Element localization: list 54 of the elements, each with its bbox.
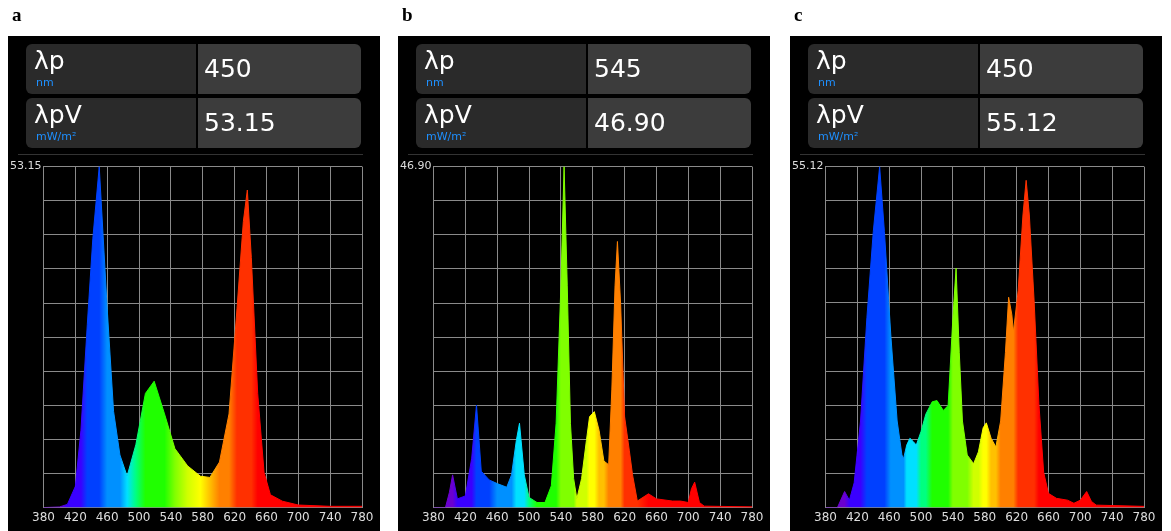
x-tick-label: 740 [318,509,342,524]
text: mW/m² [426,130,467,143]
x-tick-label: 660 [254,509,278,524]
x-tick-label: 500 [517,509,541,524]
text: 450 [986,54,1034,83]
x-tick-label: 780 [740,509,764,524]
x-tick-label: 540 [941,509,965,524]
x-tick-label: 380 [422,509,445,524]
x-tick-label: 500 [127,509,151,524]
x-tick-label: 540 [159,509,183,524]
x-tick-label: 580 [191,509,215,524]
text: nm [818,76,836,89]
text: 55.12 [986,108,1058,137]
x-tick-label: 740 [708,509,732,524]
x-tick-label: 620 [223,509,247,524]
x-tick-label: 580 [581,509,605,524]
x-tick-label: 380 [814,509,837,524]
text: λp [816,46,847,75]
text: 450 [204,54,252,83]
x-tick-label: 780 [350,509,374,524]
x-tick-label: 780 [1132,509,1156,524]
x-tick-label: 420 [453,509,477,524]
text: λp [34,46,65,75]
text: λpV [424,100,472,129]
x-tick-label: 460 [485,509,509,524]
x-tick-label: 700 [1068,509,1092,524]
text: nm [426,76,444,89]
x-tick-label: 460 [95,509,119,524]
chart-title: b [402,4,413,26]
text: λpV [816,100,864,129]
x-tick-label: 740 [1100,509,1124,524]
x-tick-label: 660 [644,509,668,524]
x-tick-label: 620 [613,509,637,524]
text: 46.90 [594,108,666,137]
x-tick-label: 700 [676,509,700,524]
text: mW/m² [818,130,859,143]
x-tick-label: 380 [32,509,55,524]
x-tick-label: 420 [845,509,869,524]
text: 53.15 [204,108,276,137]
x-tick-label: 580 [973,509,997,524]
text: λpV [34,100,82,129]
x-tick-label: 540 [549,509,573,524]
text: λp [424,46,455,75]
chart-title: c [794,4,803,26]
text: 545 [594,54,642,83]
x-tick-label: 420 [63,509,87,524]
x-tick-label: 460 [877,509,901,524]
x-tick-label: 700 [286,509,310,524]
text: nm [36,76,54,89]
x-tick-label: 500 [909,509,933,524]
text: mW/m² [36,130,77,143]
chart-title: a [12,4,22,26]
x-tick-label: 660 [1036,509,1060,524]
x-tick-label: 620 [1005,509,1029,524]
